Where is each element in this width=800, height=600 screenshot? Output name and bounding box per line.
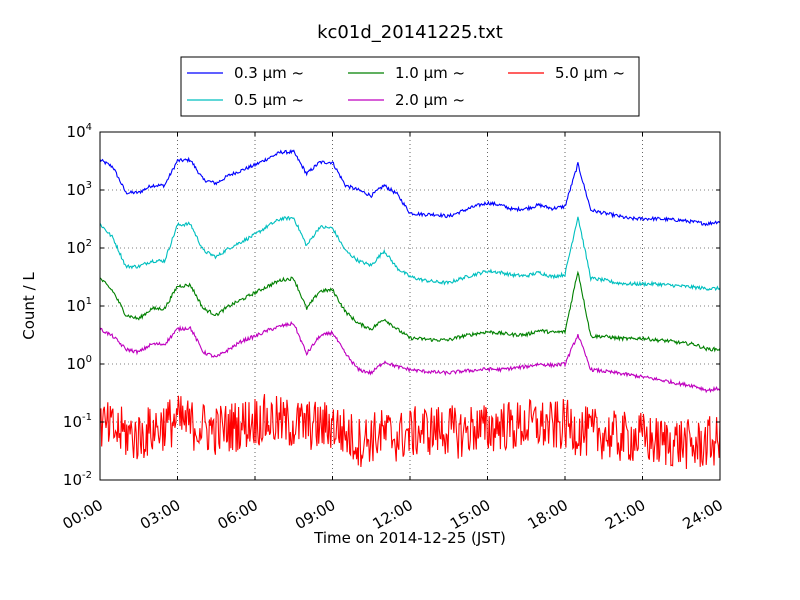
x-tick-label: 12:00 xyxy=(370,496,416,533)
y-tick-label: 102 xyxy=(67,238,92,257)
chart-title: kc01d_20141225.txt xyxy=(317,22,503,43)
y-tick-label: 10-2 xyxy=(63,470,92,489)
x-tick-label: 18:00 xyxy=(525,496,571,533)
legend: 0.3 μm ~ 0.5 μm ~ 1.0 μm ~ 2.0 μm ~ 5.0 μm ~ xyxy=(180,56,640,117)
legend-label: 0.5 μm ~ xyxy=(234,91,304,109)
y-tick-label: 103 xyxy=(67,180,92,199)
y-tick-label: 10-1 xyxy=(63,412,92,431)
y-axis-label: Count / L xyxy=(20,272,38,340)
series-line-2-0 xyxy=(99,320,721,394)
legend-box xyxy=(180,56,640,117)
series-line-0-5 xyxy=(99,215,721,292)
x-tick-label: 24:00 xyxy=(680,496,726,533)
series-line-5-0 xyxy=(99,394,721,470)
y-tick-label: 100 xyxy=(67,354,92,373)
legend-label: 0.3 μm ~ xyxy=(234,64,304,82)
x-tick-label: 15:00 xyxy=(447,496,493,533)
series-line-0-3 xyxy=(99,149,721,227)
legend-label: 1.0 μm ~ xyxy=(395,64,465,82)
series-line-1-0 xyxy=(99,270,721,353)
x-tick-label: 21:00 xyxy=(602,496,648,533)
x-tick-label: 00:00 xyxy=(60,496,106,533)
y-tick-label: 104 xyxy=(67,122,92,141)
x-tick-label: 03:00 xyxy=(137,496,183,533)
series-layer xyxy=(99,149,721,470)
legend-label: 2.0 μm ~ xyxy=(395,91,465,109)
legend-label: 5.0 μm ~ xyxy=(555,64,625,82)
x-tick-label: 06:00 xyxy=(215,496,261,533)
x-axis-label: Time on 2014-12-25 (JST) xyxy=(313,529,506,547)
y-tick-label: 101 xyxy=(67,296,92,315)
x-tick-label: 09:00 xyxy=(292,496,338,533)
